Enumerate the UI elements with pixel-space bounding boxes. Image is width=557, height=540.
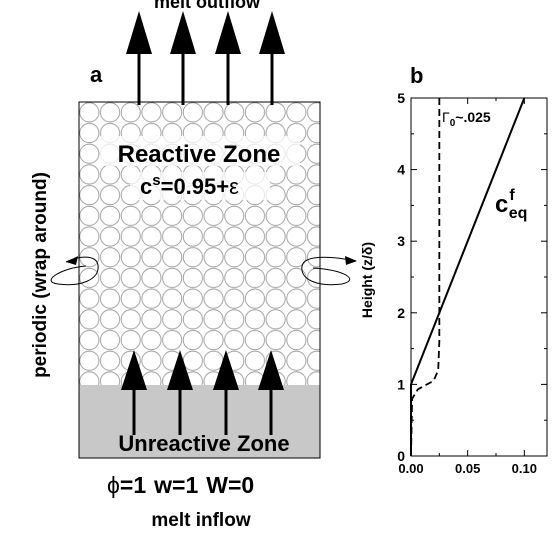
parameters-line: ϕ=1 w=1 W=0 <box>107 472 254 498</box>
melt-outflow-label: melt outflow <box>154 0 261 12</box>
x-tick-label: 0.10 <box>512 461 537 476</box>
x-tick-label: 0.00 <box>398 461 423 476</box>
gamma-value: ~.025 <box>455 109 491 125</box>
plot-frame <box>410 97 548 457</box>
inflow-arrow <box>213 350 239 435</box>
phi-symbol: ϕ <box>107 472 120 498</box>
melt-inflow-label: melt inflow <box>151 510 250 531</box>
panel-a: melt outflow a <box>30 0 357 531</box>
phi-value: =1 <box>120 472 146 498</box>
periodic-label: periodic (wrap around) <box>30 172 51 378</box>
x-tick-label: 0.05 <box>455 461 480 476</box>
gamma-subscript: 0 <box>450 118 456 129</box>
y-tick-label: 1 <box>397 376 405 392</box>
unreactive-zone-area <box>79 385 320 458</box>
gamma-annotation: Γ0~.025 <box>442 109 491 129</box>
inflow-arrow <box>258 350 284 435</box>
y-tick-label: 4 <box>397 162 405 178</box>
ceq-c: c <box>495 191 508 218</box>
y-tick-label: 3 <box>397 233 405 249</box>
y-axis-label: Height (z/δ) <box>359 242 375 318</box>
reactive-zone-title: Reactive Zone <box>118 141 281 168</box>
ceq-label: cf eq <box>495 187 527 222</box>
dashed-series-line <box>410 98 441 457</box>
inflow-arrows <box>121 350 284 435</box>
outflow-arrow <box>170 11 196 105</box>
outflow-arrow <box>259 11 285 105</box>
panel-b-label: b <box>410 63 423 88</box>
w-param: w=1 <box>153 472 198 498</box>
series-group <box>410 97 526 457</box>
eq-c: c <box>140 174 152 199</box>
ceq-series-line <box>410 97 526 456</box>
gamma-symbol: Γ <box>442 109 450 125</box>
panel-a-label: a <box>90 62 103 87</box>
y-tick-label: 0 <box>397 448 405 464</box>
unreactive-zone-title: Unreactive Zone <box>118 431 289 456</box>
eq-epsilon: ε <box>229 174 239 199</box>
inflow-arrow <box>167 350 193 435</box>
right-wrap-arrow <box>301 256 357 286</box>
tick-group: 0 1 2 3 4 5 0.00 0.05 0.10 <box>397 90 547 476</box>
ceq-superscript: f <box>509 187 515 204</box>
y-tick-label: 2 <box>397 305 405 321</box>
ceq-subscript: eq <box>509 205 528 222</box>
eq-rest: =0.95+ <box>161 174 230 199</box>
inflow-arrow <box>121 350 147 435</box>
outflow-arrow <box>215 11 241 105</box>
y-tick-label: 5 <box>397 90 405 106</box>
W-param: W=0 <box>206 472 254 498</box>
outflow-arrow <box>126 11 152 105</box>
container-border <box>78 101 321 459</box>
eq-superscript: s <box>152 172 160 189</box>
reactive-zone-equation: cs=0.95+ε <box>140 172 239 199</box>
left-wrap-arrow <box>50 256 99 286</box>
outflow-arrows <box>126 11 285 105</box>
